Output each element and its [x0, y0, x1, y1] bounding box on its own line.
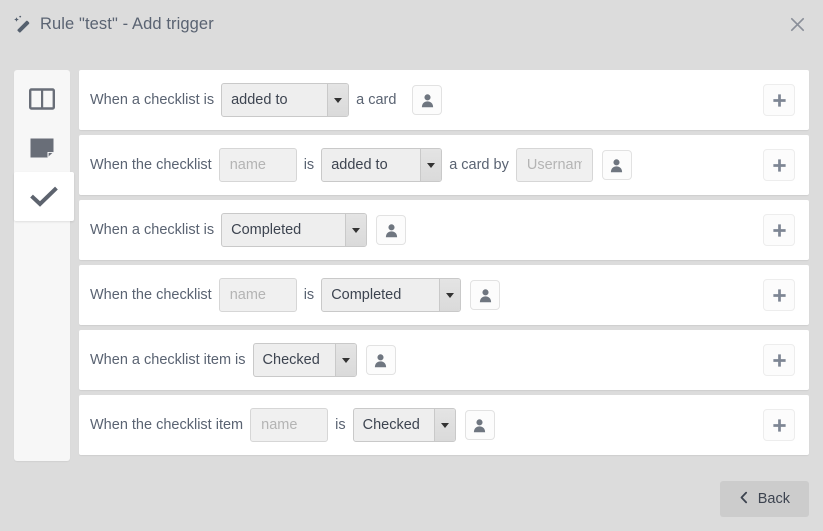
- checklist-name-input[interactable]: [218, 148, 297, 182]
- chevron-left-icon: [739, 491, 749, 508]
- person-icon: [611, 158, 623, 172]
- checklist-name-input[interactable]: [218, 278, 297, 312]
- plus-icon: [772, 353, 786, 367]
- checkmark-icon: [30, 185, 58, 209]
- member-filter-button[interactable]: [601, 150, 632, 180]
- table-row: When a checklist is added to a card: [79, 70, 809, 130]
- add-trigger-button[interactable]: [763, 214, 795, 246]
- member-filter-button[interactable]: [365, 345, 396, 375]
- page-title: Rule "test" - Add trigger: [40, 14, 214, 33]
- row-suffix-text: a card: [356, 92, 397, 108]
- person-icon: [374, 353, 387, 367]
- row-mid-text: is: [335, 417, 346, 433]
- trigger-state-select[interactable]: Completed: [221, 213, 368, 247]
- table-row: When a checklist is Completed: [79, 200, 809, 260]
- row-prefix-text: When a checklist is: [90, 222, 215, 238]
- add-trigger-button[interactable]: [763, 149, 795, 181]
- row-prefix-text: When the checklist: [90, 287, 212, 303]
- member-filter-button[interactable]: [464, 410, 495, 440]
- close-icon[interactable]: [785, 12, 809, 36]
- trigger-state-select-wrap: Completed: [221, 213, 368, 247]
- trigger-action-select[interactable]: added to: [221, 83, 350, 117]
- table-row: When a checklist item is Checked: [79, 330, 809, 390]
- table-row: When the checklist is Completed: [79, 265, 809, 325]
- trigger-action-select-wrap: added to: [221, 83, 350, 117]
- plus-icon: [772, 288, 786, 302]
- trigger-action-select[interactable]: added to: [321, 148, 443, 182]
- plus-icon: [772, 158, 786, 172]
- plus-icon: [772, 418, 786, 432]
- magic-wand-icon: [12, 14, 34, 36]
- dialog-body: When a checklist is added to a card: [0, 48, 823, 461]
- sidebar-item-card[interactable]: [14, 123, 70, 172]
- member-filter-button[interactable]: [470, 280, 501, 310]
- table-row: When the checklist item is Checked: [79, 395, 809, 455]
- table-row: When the checklist is added to a card by: [79, 135, 809, 195]
- back-button-label: Back: [757, 491, 790, 507]
- person-icon: [385, 223, 397, 237]
- row-suffix-text: a card by: [449, 157, 509, 173]
- row-prefix-text: When a checklist item is: [90, 352, 246, 368]
- dialog-header: Rule "test" - Add trigger: [0, 0, 823, 48]
- username-input[interactable]: [515, 148, 593, 182]
- sidebar-item-board[interactable]: [14, 74, 70, 123]
- back-button[interactable]: Back: [719, 481, 809, 517]
- trigger-state-select[interactable]: Completed: [321, 278, 462, 312]
- trigger-check-select[interactable]: Checked: [252, 343, 357, 377]
- person-icon: [473, 418, 486, 432]
- person-icon: [421, 93, 434, 107]
- checklist-item-name-input[interactable]: [250, 408, 329, 442]
- trigger-state-select-wrap: Completed: [321, 278, 462, 312]
- member-filter-button[interactable]: [412, 85, 443, 115]
- row-prefix-text: When the checklist item: [90, 417, 244, 433]
- plus-icon: [772, 223, 786, 237]
- sidebar-item-checklist[interactable]: [14, 172, 74, 221]
- row-mid-text: is: [303, 287, 315, 303]
- row-prefix-text: When a checklist is: [90, 92, 215, 108]
- trigger-action-select-wrap: added to: [321, 148, 443, 182]
- add-trigger-button[interactable]: [763, 279, 795, 311]
- trigger-check-select-wrap: Checked: [352, 408, 456, 442]
- add-trigger-button[interactable]: [763, 84, 795, 116]
- add-trigger-button[interactable]: [763, 409, 795, 441]
- card-note-icon: [29, 136, 55, 160]
- trigger-rows-list: When a checklist is added to a card: [79, 70, 809, 455]
- row-prefix-text: When the checklist: [90, 157, 212, 173]
- sidebar: [14, 70, 74, 461]
- trigger-check-select[interactable]: Checked: [352, 408, 456, 442]
- dialog-footer: Back: [719, 481, 809, 517]
- plus-icon: [772, 93, 786, 107]
- row-mid-text: is: [303, 157, 315, 173]
- add-trigger-button[interactable]: [763, 344, 795, 376]
- person-icon: [479, 288, 491, 302]
- trigger-check-select-wrap: Checked: [252, 343, 357, 377]
- board-columns-icon: [29, 87, 55, 111]
- member-filter-button[interactable]: [376, 215, 407, 245]
